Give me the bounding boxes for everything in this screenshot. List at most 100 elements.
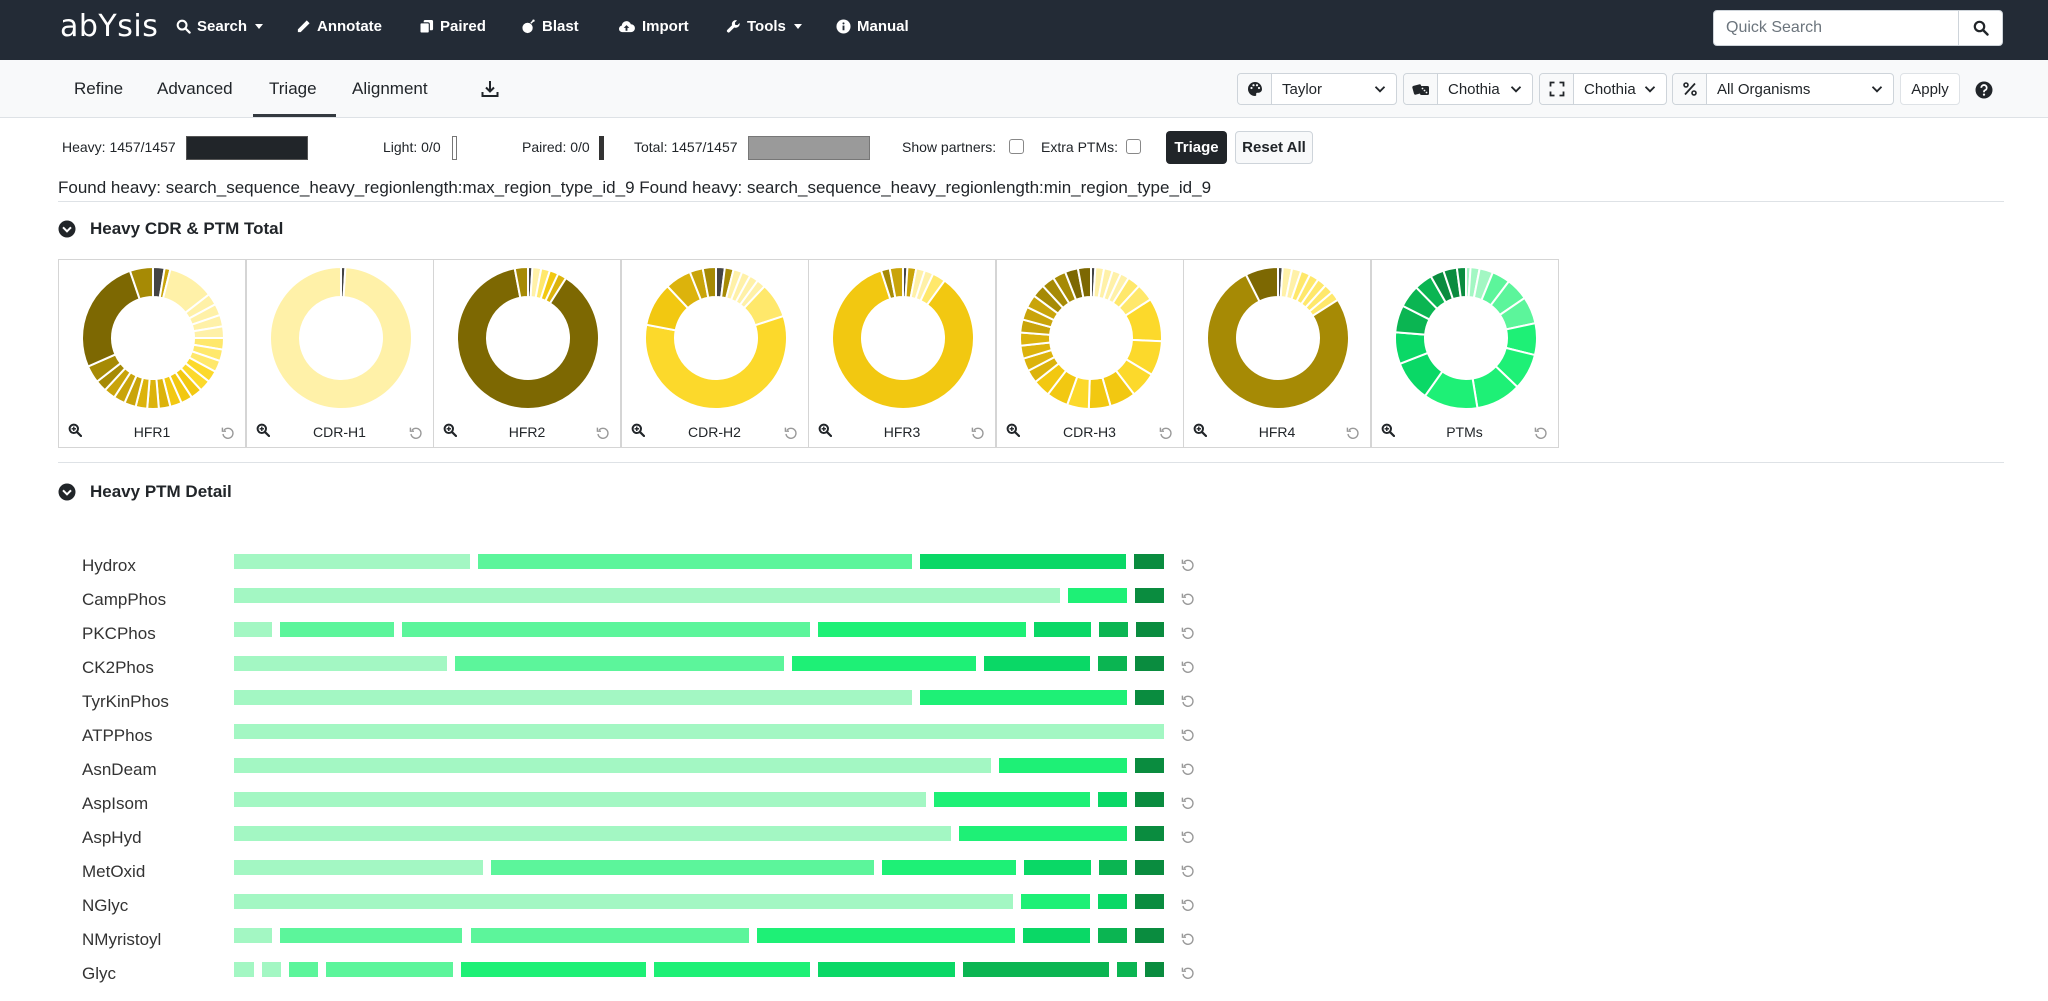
ptm-bar-segment[interactable] xyxy=(234,622,272,637)
zoom-icon[interactable] xyxy=(818,423,833,438)
ptm-bar-segment[interactable] xyxy=(1134,894,1164,909)
tab-triage[interactable]: Triage xyxy=(269,79,317,98)
ptm-bar-segment[interactable] xyxy=(1134,690,1164,705)
show-partners-checkbox[interactable] xyxy=(1009,139,1024,154)
donut-chart[interactable] xyxy=(1017,264,1165,412)
zoom-icon[interactable] xyxy=(1193,423,1208,438)
reset-icon[interactable] xyxy=(1181,796,1195,810)
tab-refine[interactable]: Refine xyxy=(74,79,124,98)
reset-icon[interactable] xyxy=(1159,426,1173,440)
donut-slice[interactable] xyxy=(128,265,154,301)
reset-icon[interactable] xyxy=(1181,762,1195,776)
ptm-bar-segment[interactable] xyxy=(1134,826,1164,841)
donut-slice[interactable] xyxy=(81,269,141,368)
ptm-bar-segment[interactable] xyxy=(280,928,463,943)
ptm-bar-segment[interactable] xyxy=(234,588,1060,603)
ptm-bar-segment[interactable] xyxy=(1098,928,1128,943)
ptm-bar-segment[interactable] xyxy=(1134,656,1164,671)
donut-card-cdr-h1[interactable]: CDR-H1 xyxy=(245,259,434,448)
ptm-bar-segment[interactable] xyxy=(1034,622,1092,637)
ptm-bar-segment[interactable] xyxy=(234,724,1164,739)
ptm-bar-segment[interactable] xyxy=(234,928,273,943)
reset-icon[interactable] xyxy=(971,426,985,440)
ptm-bar-segment[interactable] xyxy=(654,962,811,977)
ptm-bar-segment[interactable] xyxy=(478,554,912,569)
ptm-bar-segment[interactable] xyxy=(962,962,1109,977)
ptm-bar-segment[interactable] xyxy=(234,860,483,875)
ptm-bar-segment[interactable] xyxy=(234,894,1014,909)
ptm-bar-segment[interactable] xyxy=(1023,928,1091,943)
reset-icon[interactable] xyxy=(221,426,235,440)
donut-chart[interactable] xyxy=(1204,264,1352,412)
ptm-bar-segment[interactable] xyxy=(1021,894,1090,909)
ptm-bar-segment[interactable] xyxy=(1134,554,1164,569)
ptm-section-header[interactable]: Heavy PTM Detail xyxy=(58,482,232,502)
donut-slice[interactable] xyxy=(643,314,788,410)
apply-button[interactable]: Apply xyxy=(1900,73,1960,105)
zoom-icon[interactable] xyxy=(256,423,270,438)
ptm-bar-segment[interactable] xyxy=(261,962,281,977)
nav-manual[interactable]: Manual xyxy=(836,18,909,35)
ptm-bar-segment[interactable] xyxy=(881,860,1016,875)
extra-ptms-checkbox[interactable] xyxy=(1126,139,1141,154)
zoom-icon[interactable] xyxy=(1006,423,1020,438)
ptm-bar-segment[interactable] xyxy=(1134,588,1164,603)
ptm-bar-segment[interactable] xyxy=(1134,758,1164,773)
ptm-bar-segment[interactable] xyxy=(1067,588,1127,603)
reset-icon[interactable] xyxy=(1181,728,1195,742)
donut-slice[interactable] xyxy=(701,265,717,299)
ptm-bar-segment[interactable] xyxy=(1097,792,1127,807)
donut-card-hfr4[interactable]: HFR4 xyxy=(1183,259,1371,448)
ptm-bar-segment[interactable] xyxy=(234,554,471,569)
nav-import[interactable]: Import xyxy=(617,18,689,35)
ptm-bar-segment[interactable] xyxy=(234,758,991,773)
ptm-bar-segment[interactable] xyxy=(1135,860,1164,875)
donut-chart[interactable] xyxy=(829,264,977,412)
donut-chart[interactable] xyxy=(267,264,415,412)
ptm-bar-segment[interactable] xyxy=(279,622,394,637)
zoom-icon[interactable] xyxy=(68,423,83,438)
donut-card-cdr-h3[interactable]: CDR-H3 xyxy=(995,259,1184,448)
zoom-icon[interactable] xyxy=(1381,423,1395,438)
donut-chart[interactable] xyxy=(1392,264,1540,412)
quick-search-input[interactable] xyxy=(1714,11,1960,45)
donut-slice[interactable] xyxy=(1076,265,1092,299)
tab-alignment[interactable]: Alignment xyxy=(352,79,428,98)
help-icon[interactable] xyxy=(1975,81,1993,99)
ptm-bar-segment[interactable] xyxy=(817,622,1027,637)
ptm-bar-segment[interactable] xyxy=(234,690,913,705)
cdr-section-header[interactable]: Heavy CDR & PTM Total xyxy=(58,219,283,239)
donut-chart[interactable] xyxy=(642,264,790,412)
ptm-bar-segment[interactable] xyxy=(234,962,254,977)
reset-icon[interactable] xyxy=(1534,426,1548,440)
ptm-bar-segment[interactable] xyxy=(998,758,1127,773)
donut-card-hfr2[interactable]: HFR2 xyxy=(433,259,621,448)
donut-slice[interactable] xyxy=(831,269,975,410)
donut-chart[interactable] xyxy=(79,264,227,412)
ptm-bar-segment[interactable] xyxy=(1097,894,1127,909)
ptm-bar-segment[interactable] xyxy=(1144,962,1164,977)
reset-icon[interactable] xyxy=(596,426,610,440)
ptm-bar-segment[interactable] xyxy=(1098,860,1128,875)
ptm-bar-segment[interactable] xyxy=(490,860,874,875)
ptm-bar-segment[interactable] xyxy=(1023,860,1091,875)
reset-icon[interactable] xyxy=(1181,932,1195,946)
ptm-bar-segment[interactable] xyxy=(920,690,1127,705)
donut-chart[interactable] xyxy=(454,264,602,412)
triage-button[interactable]: Triage xyxy=(1166,131,1227,164)
ptm-bar-segment[interactable] xyxy=(234,656,447,671)
ptm-bar-segment[interactable] xyxy=(470,928,749,943)
zoom-icon[interactable] xyxy=(631,423,645,438)
reset-icon[interactable] xyxy=(1181,966,1195,980)
donut-slice[interactable] xyxy=(456,267,600,410)
donut-slice[interactable] xyxy=(268,265,413,410)
reset-icon[interactable] xyxy=(409,426,423,440)
reset-icon[interactable] xyxy=(1181,660,1195,674)
ptm-bar-segment[interactable] xyxy=(234,826,952,841)
ptm-bar-segment[interactable] xyxy=(1135,928,1164,943)
reset-icon[interactable] xyxy=(1181,592,1195,606)
color-scheme-select[interactable]: Taylor xyxy=(1237,73,1397,105)
nav-search[interactable]: Search xyxy=(176,18,264,35)
donut-slice[interactable] xyxy=(513,265,529,299)
ptm-bar-segment[interactable] xyxy=(1099,622,1128,637)
